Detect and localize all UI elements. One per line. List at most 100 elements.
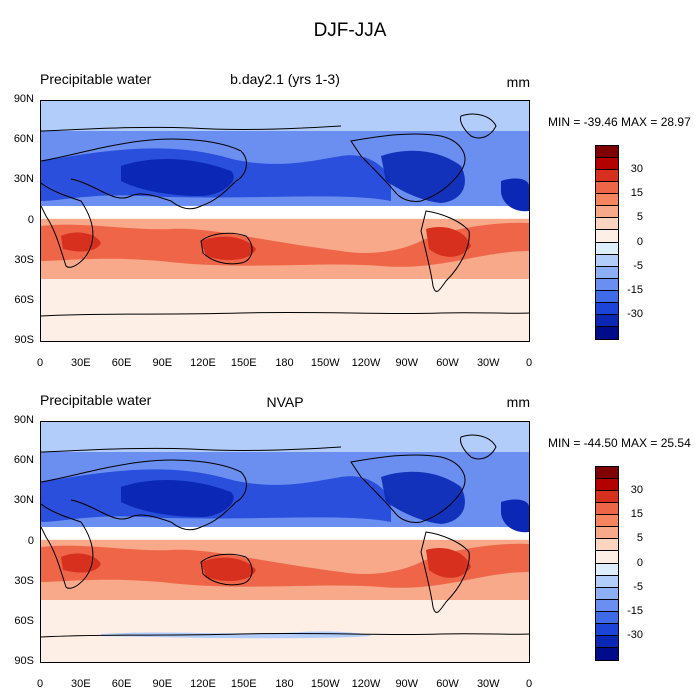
colorbar-swatch xyxy=(596,302,618,315)
lat-tick-label: 60N xyxy=(13,133,34,146)
panel-variable-title: Precipitable water xyxy=(40,392,152,408)
colorbar-swatch xyxy=(596,467,618,480)
panel-min-max: MIN = -39.46 MAX = 28.97 xyxy=(548,115,691,129)
panel-min-max: MIN = -44.50 MAX = 25.54 xyxy=(548,436,691,450)
contour-map-svg xyxy=(41,422,529,662)
lat-tick-label: 60N xyxy=(13,454,34,467)
lon-tick-label: 0 xyxy=(36,678,44,690)
lon-tick-label: 30E xyxy=(70,678,91,690)
panel-case-title: b.day2.1 (yrs 1-3) xyxy=(230,71,340,87)
colorbar-tick-label: 30 xyxy=(630,484,643,497)
contour-map xyxy=(40,421,530,663)
colorbar-swatch xyxy=(596,647,618,660)
colorbar-swatch xyxy=(596,491,618,504)
lon-tick-label: 60E xyxy=(111,357,132,369)
colorbar-swatch xyxy=(596,563,618,576)
lon-tick-label: 30W xyxy=(476,357,500,369)
contour-map-svg xyxy=(41,101,529,341)
colorbar-swatch xyxy=(596,254,618,267)
lat-tick-label: 60S xyxy=(14,615,34,627)
colorbar-tick-label: -5 xyxy=(633,259,643,272)
panel-variable-title: Precipitable water xyxy=(40,71,152,87)
lon-tick-label: 90E xyxy=(152,357,173,369)
lat-tick-label: 0 xyxy=(27,213,34,226)
lon-tick-label: 150W xyxy=(310,678,340,690)
colorbar-swatch xyxy=(596,479,618,492)
colorbar-swatch xyxy=(596,230,618,243)
colorbar-tick-label: -30 xyxy=(627,628,643,641)
lon-tick-label: 150W xyxy=(310,357,340,369)
lon-tick-label: 120W xyxy=(351,678,381,690)
lat-tick-label: 0 xyxy=(27,534,34,547)
colorbar-tick-label: 5 xyxy=(636,532,643,545)
lat-tick-label: 90S xyxy=(14,655,34,668)
colorbar-swatch xyxy=(596,599,618,612)
colorbar-swatch xyxy=(596,314,618,327)
lon-tick-label: 0 xyxy=(525,357,533,369)
lat-tick-label: 60S xyxy=(14,294,34,306)
colorbar-swatch xyxy=(596,242,618,255)
colorbar-swatch xyxy=(596,266,618,279)
colorbar-swatch xyxy=(596,503,618,516)
colorbar-swatch xyxy=(596,194,618,207)
colorbar-swatch xyxy=(596,218,618,231)
colorbar-swatch xyxy=(596,515,618,528)
lon-tick-label: 60W xyxy=(436,678,459,690)
lat-tick-label: 30N xyxy=(13,173,34,186)
lon-tick-label: 120E xyxy=(190,678,216,690)
colorbar-swatch xyxy=(596,146,618,159)
colorbar-swatch xyxy=(596,206,618,219)
lat-tick-label: 30S xyxy=(14,574,34,587)
lat-tick-label: 90N xyxy=(13,414,34,426)
lon-tick-label: 120E xyxy=(190,357,216,369)
colorbar-swatch xyxy=(596,170,618,183)
lon-tick-label: 150E xyxy=(230,678,257,690)
lon-tick-label: 0 xyxy=(525,678,533,690)
colorbar-swatch xyxy=(596,539,618,552)
lon-tick-label: 150E xyxy=(230,357,257,369)
colorbar xyxy=(595,145,619,340)
panel-case-title: NVAP xyxy=(266,394,304,410)
lon-tick-label: 180 xyxy=(275,678,294,690)
colorbar-swatch xyxy=(596,611,618,624)
colorbar-swatch xyxy=(596,551,618,564)
lat-tick-label: 30N xyxy=(13,494,34,507)
lon-tick-label: 90E xyxy=(152,678,173,690)
colorbar-swatch xyxy=(596,158,618,171)
colorbar-tick-label: 0 xyxy=(636,556,643,569)
lat-tick-label: 90N xyxy=(13,93,34,105)
colorbar-swatch xyxy=(596,278,618,291)
colorbar-swatch xyxy=(596,587,618,600)
colorbar-tick-label: -15 xyxy=(627,283,643,296)
lon-tick-label: 120W xyxy=(351,357,381,369)
lon-tick-label: 0 xyxy=(36,357,44,369)
colorbar-swatch xyxy=(596,623,618,636)
colorbar-tick-label: 15 xyxy=(630,508,643,521)
colorbar-swatch xyxy=(596,290,618,303)
lon-tick-label: 30E xyxy=(70,357,91,369)
lon-tick-label: 90W xyxy=(395,357,419,369)
colorbar-tick-label: -5 xyxy=(633,580,643,593)
lon-tick-label: 180 xyxy=(275,357,294,369)
lon-tick-label: 90W xyxy=(395,678,419,690)
colorbar-swatch xyxy=(596,326,618,339)
colorbar-swatch xyxy=(596,182,618,195)
lon-tick-label: 30W xyxy=(476,678,500,690)
colorbar-tick-label: 5 xyxy=(636,211,643,224)
panel-units: mm xyxy=(506,74,530,90)
figure-title: DJF-JJA xyxy=(313,20,387,41)
lon-tick-label: 60E xyxy=(111,678,132,690)
colorbar-tick-label: 15 xyxy=(630,187,643,200)
colorbar-tick-label: -15 xyxy=(627,604,643,617)
colorbar-swatch xyxy=(596,635,618,648)
panel-units: mm xyxy=(506,394,530,410)
colorbar-tick-label: -30 xyxy=(627,307,643,320)
colorbar xyxy=(595,466,619,661)
lon-tick-label: 60W xyxy=(436,357,459,369)
lat-tick-label: 30S xyxy=(14,253,34,266)
lat-tick-label: 90S xyxy=(14,334,34,347)
colorbar-swatch xyxy=(596,527,618,540)
colorbar-tick-label: 30 xyxy=(630,163,643,176)
colorbar-swatch xyxy=(596,575,618,588)
colorbar-tick-label: 0 xyxy=(636,235,643,248)
